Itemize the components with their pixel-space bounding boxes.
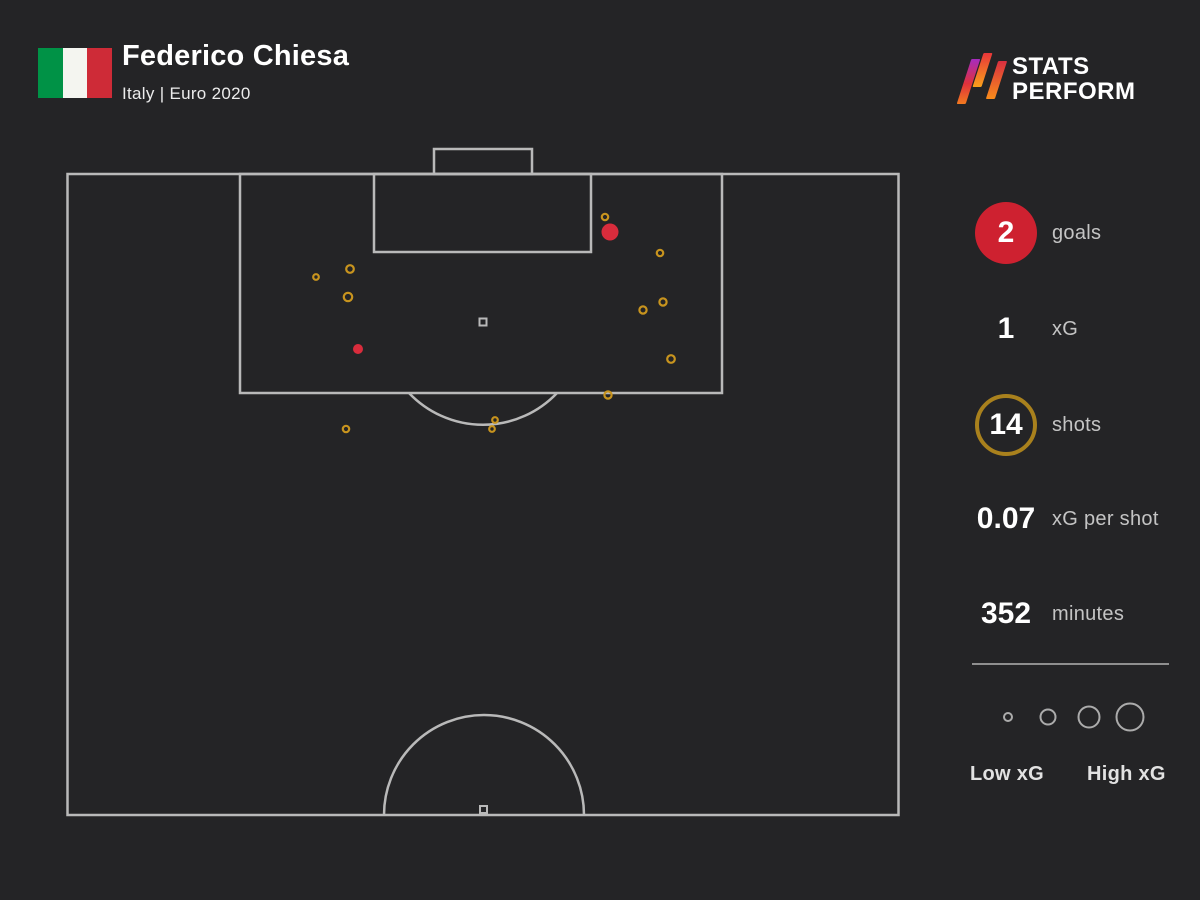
penalty-area bbox=[238, 172, 724, 395]
flag-green-stripe bbox=[38, 48, 63, 98]
page-title: Federico Chiesa bbox=[122, 40, 350, 72]
logo-line-2: PERFORM bbox=[1012, 78, 1136, 105]
italy-flag bbox=[38, 48, 113, 98]
shot-marker bbox=[341, 424, 351, 434]
header: Federico Chiesa Italy | Euro 2020 bbox=[122, 40, 349, 104]
shot-marker bbox=[638, 305, 648, 315]
shot-marker bbox=[488, 425, 496, 433]
minutes-label: minutes bbox=[1052, 602, 1125, 625]
legend-circle bbox=[1077, 705, 1101, 729]
stat-row-shots: 14 shots bbox=[975, 394, 1101, 456]
flag-white-stripe bbox=[62, 48, 88, 98]
logo-line-1: STATS bbox=[1012, 53, 1090, 80]
shot-marker bbox=[666, 354, 676, 364]
page-subtitle: Italy | Euro 2020 bbox=[122, 84, 251, 103]
penalty-arc bbox=[408, 392, 558, 427]
goals-badge: 2 bbox=[975, 202, 1037, 264]
shot-markers bbox=[312, 212, 676, 434]
legend-circles bbox=[1003, 702, 1145, 732]
shot-marker bbox=[655, 248, 665, 258]
xg-per-shot-value: 0.07 bbox=[976, 502, 1036, 535]
goals-value: 2 bbox=[997, 216, 1015, 249]
legend-circle bbox=[1115, 702, 1145, 732]
stat-row-xg: 1 xG bbox=[975, 312, 1078, 346]
stats-perform-logo: STATS PERFORM bbox=[956, 52, 1136, 110]
shot-goal-marker bbox=[601, 223, 619, 241]
centre-circle-arc bbox=[382, 713, 586, 816]
xg-per-shot-label: xG per shot bbox=[1052, 507, 1159, 530]
shot-marker bbox=[600, 212, 610, 222]
shot-marker bbox=[491, 416, 499, 424]
legend-high-label: High xG bbox=[1087, 763, 1166, 785]
shot-marker bbox=[312, 273, 320, 281]
legend-low-label: Low xG bbox=[970, 763, 1045, 785]
goal-box bbox=[432, 147, 534, 176]
goals-label: goals bbox=[1052, 221, 1102, 244]
shots-value: 14 bbox=[989, 408, 1023, 441]
shot-marker bbox=[342, 291, 354, 303]
shots-label: shots bbox=[1052, 413, 1102, 436]
six-yard-box bbox=[372, 172, 593, 254]
minutes-value: 352 bbox=[980, 597, 1032, 630]
shot-marker bbox=[345, 264, 355, 274]
pitch-boundary bbox=[66, 172, 900, 817]
xg-value: 1 bbox=[997, 312, 1015, 345]
shot-marker bbox=[603, 390, 613, 400]
legend-divider bbox=[972, 663, 1169, 665]
legend-circle bbox=[1003, 712, 1013, 722]
penalty-spot bbox=[478, 317, 488, 327]
shots-badge: 14 bbox=[975, 394, 1037, 456]
xg-label: xG bbox=[1052, 317, 1079, 340]
legend-circle bbox=[1039, 708, 1057, 726]
centre-spot bbox=[479, 805, 488, 814]
stat-row-minutes: 352 minutes bbox=[975, 597, 1124, 631]
stat-row-goals: 2 goals bbox=[975, 202, 1101, 264]
shot-marker bbox=[658, 297, 668, 307]
logo-wordmark: STATS PERFORM bbox=[1012, 54, 1136, 104]
stat-row-xg-per-shot: 0.07 xG per shot bbox=[975, 502, 1159, 536]
flag-red-stripe bbox=[87, 48, 113, 98]
shot-goal-marker bbox=[353, 344, 363, 354]
